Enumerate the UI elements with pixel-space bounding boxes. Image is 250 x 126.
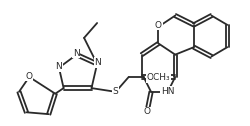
Text: O: O — [26, 72, 33, 81]
Text: N: N — [94, 58, 101, 67]
Text: N: N — [56, 62, 62, 71]
Text: O: O — [155, 21, 162, 30]
Text: OCH₃: OCH₃ — [147, 73, 170, 82]
Text: N: N — [73, 49, 80, 58]
Text: S: S — [113, 87, 118, 96]
Text: O: O — [144, 107, 150, 116]
Text: HN: HN — [161, 87, 174, 96]
